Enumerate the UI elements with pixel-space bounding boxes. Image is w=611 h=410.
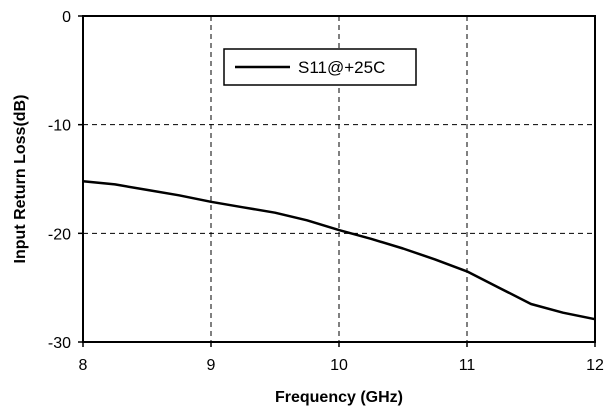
series-lines [82, 179, 596, 321]
x-tick-label: 11 [459, 357, 476, 374]
x-tick-label: 12 [586, 357, 604, 374]
tick-labels: 8 9 10 11 12 0 -10 -20 -30 [48, 9, 604, 374]
y-tick-label: -10 [48, 118, 71, 135]
x-axis-title: Frequency (GHz) [275, 389, 403, 406]
x-tick-label: 9 [207, 357, 216, 374]
series-line [82, 179, 596, 321]
y-axis-title: Input Return Loss(dB) [12, 95, 29, 264]
legend: S11@+25C [223, 48, 417, 86]
legend-label: S11@+25C [298, 58, 385, 77]
legend-box [223, 48, 417, 86]
y-tick-label: 0 [62, 9, 71, 26]
y-tick-label: -30 [48, 335, 71, 352]
y-tick-label: -20 [48, 226, 71, 243]
x-tick-label: 10 [330, 357, 348, 374]
x-tick-label: 8 [79, 357, 88, 374]
